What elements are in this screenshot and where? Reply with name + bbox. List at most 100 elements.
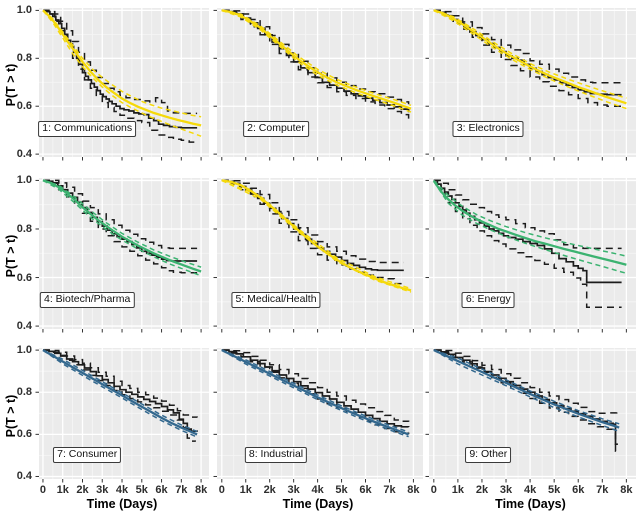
km-upper-ci-curve [221, 349, 410, 423]
fit-curve [432, 180, 627, 266]
panel-label: 4: Biotech/Pharma [39, 292, 135, 309]
x-tick-label: 6k [572, 484, 585, 496]
x-tick-label: 0 [39, 484, 47, 496]
fit-upper-ci-curve [433, 349, 620, 425]
x-tick-label: 7k [596, 484, 609, 496]
x-tick-label: 4k [115, 484, 129, 496]
panel-computer: 2: Computer [213, 8, 423, 161]
fit-upper-ci-curve [433, 9, 627, 99]
fit-upper-ci-curve [221, 349, 409, 433]
fit-upper-ci-curve [42, 349, 198, 433]
panel-consumer: 7: Consumer [35, 348, 209, 483]
survival-plot-electronics [425, 8, 636, 161]
x-tick-label: 8k [620, 484, 633, 496]
km-estimate-curve [43, 349, 198, 433]
x-tick-label: 4k [523, 484, 537, 496]
panel-label: 2: Computer [243, 120, 309, 137]
facet-row-1: P(T > t) 1.0 0.8 0.6 0.4 1: Communications … [2, 4, 640, 161]
fit-lower-ci-curve [221, 179, 412, 293]
survival-plot-biotech-pharma [35, 178, 209, 333]
x-tick-label: 0 [430, 484, 437, 496]
fit-curve [433, 349, 620, 429]
facet-row-3: P(T > t) 1.0 0.8 0.6 0.4 7: Consumer 8: Ind… [2, 344, 640, 483]
survival-plot-consumer [35, 348, 209, 483]
x-tick-label: 8k [407, 484, 420, 496]
x-axis-labels-row: 0 1k 2k 3k 4k 5k 6k 7k 8k 0 1k 2k 3k 4k 5k 6k 7k 8k 0 1k 2… [2, 483, 640, 496]
panel-label: 8: Industrial [244, 446, 308, 463]
x-tick-label: 1k [56, 484, 69, 496]
x-axis-col-2: 0 1k 2k 3k 4k 5k 6k 7k 8k [213, 483, 423, 496]
x-tick-label: 2k [76, 484, 89, 496]
panel-other: 9: Other [425, 348, 636, 483]
y-tick-label: 0.8 [16, 386, 32, 399]
y-tick-label: 0.8 [16, 52, 32, 65]
x-tick-label: 1k [239, 484, 252, 496]
x-tick-label: 3k [499, 484, 513, 496]
km-upper-ci-curve [433, 179, 622, 250]
km-upper-ci-curve [43, 349, 198, 418]
survival-plot-computer [213, 8, 423, 161]
panel-medical-health: 5: Medical/Health [213, 178, 423, 333]
x-tick-label: 3k [96, 484, 109, 496]
fit-curve [42, 9, 202, 127]
y-tick-label: 1.0 [16, 344, 32, 357]
fit-curve [221, 179, 412, 292]
x-tick-label: 6k [359, 484, 372, 496]
x-tick-label: 7k [175, 484, 188, 496]
km-estimate-curve [43, 9, 198, 129]
fit-lower-ci-curve [433, 349, 620, 433]
survival-plot-medical-health [213, 178, 423, 333]
panel-biotech-pharma: 4: Biotech/Pharma [35, 178, 209, 333]
fit-curve [221, 349, 409, 436]
panel-label: 5: Medical/Health [231, 292, 321, 309]
x-axis-col-1: 0 1k 2k 3k 4k 5k 6k 7k 8k [35, 483, 209, 496]
panel-label: 6: Energy [461, 292, 515, 309]
x-tick-label: 4k [311, 484, 324, 496]
x-axis-title: Time (Days) [495, 497, 566, 511]
panel-label: 9: Other [465, 446, 512, 463]
x-tick-label: 7k [383, 484, 396, 496]
x-tick-label: 5k [548, 484, 561, 496]
fit-curve [42, 349, 198, 436]
y-axis-row-1: P(T > t) 1.0 0.8 0.6 0.4 [2, 4, 35, 161]
panel-electronics: 3: Electronics [425, 8, 636, 161]
x-axis-title: Time (Days) [86, 497, 158, 511]
x-axis-title: Time (Days) [282, 497, 354, 511]
fit-lower-ci-curve [433, 9, 627, 110]
y-tick-label: 1.0 [16, 4, 32, 17]
x-tick-label: 3k [287, 484, 300, 496]
fit-lower-ci-curve [221, 9, 412, 113]
axis-spacer [2, 483, 35, 496]
fit-lower-ci-curve [42, 9, 202, 137]
fit-curve [433, 9, 627, 105]
y-tick-label: 0.6 [16, 428, 32, 441]
km-upper-ci-curve [43, 9, 198, 115]
y-tick-label: 0.8 [16, 222, 32, 235]
facet-row-2: P(T > t) 1.0 0.8 0.6 0.4 4: Biotech/Pharma … [2, 174, 640, 333]
panel-energy: 6: Energy [425, 178, 636, 333]
survival-plot-other [425, 348, 636, 483]
km-estimate-curve [221, 349, 410, 428]
fit-curve [42, 179, 202, 273]
y-tick-label: 0.6 [16, 271, 32, 284]
y-axis-row-3: P(T > t) 1.0 0.8 0.6 0.4 [2, 344, 35, 483]
x-tick-label: 8k [194, 484, 208, 496]
panel-industrial: 8: Industrial [213, 348, 423, 483]
x-tick-label: 5k [335, 484, 348, 496]
km-lower-ci-curve [433, 179, 622, 308]
fit-upper-ci-curve [221, 9, 412, 107]
y-tick-label: 0.4 [16, 470, 32, 483]
x-axis-col-3: 0 1k 2k 3k 4k 5k 6k 7k 8k [425, 483, 636, 496]
panel-label: 7: Consumer [53, 446, 122, 463]
x-tick-label: 2k [475, 484, 489, 496]
x-tick-label: 5k [135, 484, 148, 496]
survival-plot-industrial [213, 348, 423, 483]
fit-lower-ci-curve [433, 180, 627, 274]
y-axis-title: P(T > t) [4, 234, 18, 277]
y-axis-row-2: P(T > t) 1.0 0.8 0.6 0.4 [2, 174, 35, 333]
km-lower-ci-curve [221, 349, 410, 435]
km-upper-ci-curve [433, 349, 618, 415]
x-tick-label: 0 [218, 484, 225, 496]
survival-plot-communications [35, 8, 209, 161]
